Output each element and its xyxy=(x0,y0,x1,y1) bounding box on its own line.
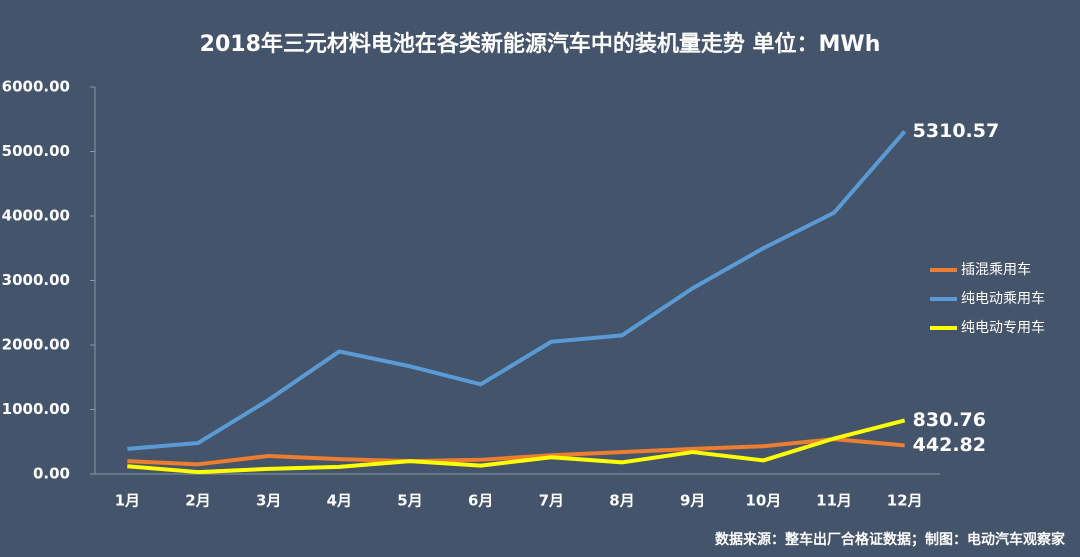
legend-label: 纯电动乘用车 xyxy=(961,290,1045,307)
y-tick-label: 4000.00 xyxy=(2,207,70,225)
data-label: 830.76 xyxy=(913,409,986,431)
y-tick-label: 1000.00 xyxy=(2,400,70,418)
chart-title: 2018年三元材料电池在各类新能源汽车中的装机量走势 单位：MWh xyxy=(200,31,881,57)
y-tick-label: 3000.00 xyxy=(2,271,70,289)
legend-label: 纯电动专用车 xyxy=(961,319,1045,336)
y-tick-label: 2000.00 xyxy=(2,336,70,354)
series-line xyxy=(127,437,905,467)
x-tick-label: 5月 xyxy=(397,492,422,510)
x-tick-label: 2月 xyxy=(185,492,210,510)
x-tick-label: 3月 xyxy=(256,492,281,510)
x-tick-label: 12月 xyxy=(887,492,923,510)
x-tick-label: 8月 xyxy=(609,492,634,510)
y-tick-label: 6000.00 xyxy=(2,78,70,96)
legend-label: 插混乘用车 xyxy=(961,261,1031,278)
y-tick-label: 0.00 xyxy=(33,465,70,483)
x-tick-label: 11月 xyxy=(816,492,852,510)
x-tick-label: 10月 xyxy=(745,492,781,510)
data-label: 442.82 xyxy=(913,434,986,456)
source-note: 数据来源：整车出厂合格证数据；制图：电动汽车观察家 xyxy=(715,531,1066,548)
x-tick-label: 1月 xyxy=(115,492,140,510)
x-tick-label: 4月 xyxy=(327,492,352,510)
series-line xyxy=(127,418,906,475)
x-tick-label: 6月 xyxy=(468,492,493,510)
x-tick-label: 7月 xyxy=(539,492,564,510)
y-tick-label: 5000.00 xyxy=(2,142,70,160)
series-line xyxy=(127,130,907,451)
data-label: 5310.57 xyxy=(913,120,1000,142)
x-tick-label: 9月 xyxy=(680,492,705,510)
